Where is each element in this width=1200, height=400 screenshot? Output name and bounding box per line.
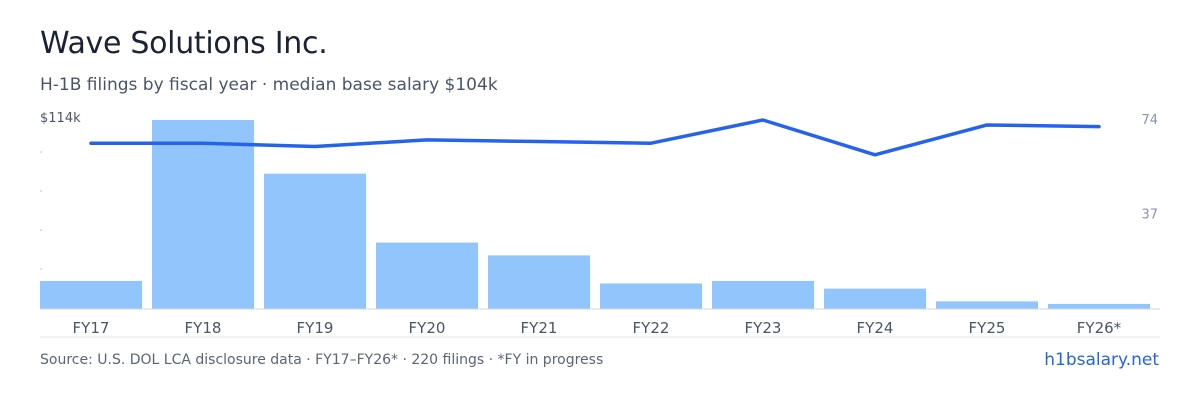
chart-title: Wave Solutions Inc.: [40, 26, 328, 61]
x-tick-label: FY20: [409, 319, 446, 337]
bar-fy18: [152, 120, 254, 309]
chart-subtitle: H-1B filings by fiscal year · median bas…: [40, 75, 498, 95]
footer-source: Source: U.S. DOL LCA disclosure data · F…: [40, 352, 604, 368]
x-tick-label: FY22: [633, 319, 670, 337]
bar-fy23: [712, 280, 814, 309]
left-axis-tick-2: [40, 229, 42, 231]
x-tick-label: FY19: [297, 319, 334, 337]
x-axis-labels: FY17 FY18 FY19 FY20 FY21 FY22 FY23 FY24 FY25 FY26…: [73, 319, 1122, 337]
x-tick-label: FY17: [73, 319, 110, 337]
bar-fy26-inprogress: [1048, 303, 1150, 309]
right-axis-tick-label: 37: [1141, 208, 1158, 223]
bar-fy22: [600, 283, 702, 309]
salary-line: [89, 118, 1101, 157]
bar-fy17: [40, 280, 142, 309]
left-axis-tick-3: [40, 268, 42, 270]
right-axis-labels: 74 37: [1141, 113, 1158, 223]
bar-fy25: [936, 301, 1038, 309]
left-axis-dots: [40, 151, 42, 270]
left-axis-tick-1: [40, 190, 42, 192]
x-tick-label: FY24: [857, 319, 894, 337]
x-tick-label: FY26*: [1077, 319, 1122, 337]
bar-fy19: [264, 173, 366, 309]
x-tick-label: FY21: [521, 319, 558, 337]
right-axis-tick-label: 74: [1141, 113, 1158, 128]
bars-group: [40, 120, 1150, 309]
site-link[interactable]: h1bsalary.net: [1044, 350, 1159, 370]
x-tick-label: FY18: [185, 319, 222, 337]
left-axis-tick-0: [40, 151, 42, 153]
left-axis-top-label: $114k: [40, 111, 81, 126]
bar-fy21: [488, 255, 590, 309]
bar-fy24: [824, 288, 926, 309]
bar-fy20: [376, 242, 478, 309]
x-tick-label: FY23: [745, 319, 782, 337]
x-tick-label: FY25: [969, 319, 1006, 337]
